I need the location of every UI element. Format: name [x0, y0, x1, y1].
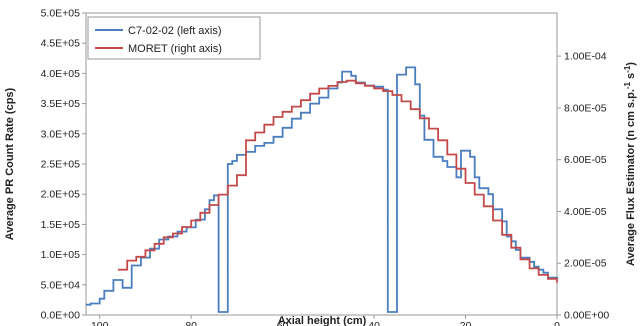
- x-tick-label: 60: [277, 320, 289, 326]
- x-axis-ticks: 100 80 60 40 20 0: [91, 315, 560, 326]
- left-tick-label: 5.0E+04: [41, 279, 81, 291]
- right-axis-title-main: Average Flux Estimator (n cm s.p.: [625, 89, 637, 266]
- right-axis-title-s: s: [625, 73, 637, 82]
- legend-label-c7: C7-02-02 (left axis): [128, 25, 222, 37]
- x-tick-label: 40: [368, 320, 380, 326]
- x-tick-label: 20: [460, 320, 472, 326]
- right-axis-title-close: ): [625, 62, 637, 66]
- right-axis-title-exp1: -1: [623, 81, 632, 89]
- left-tick-label: 2.0E+05: [41, 189, 81, 201]
- series-line-moret: [118, 79, 558, 283]
- left-tick-label: 3.5E+05: [41, 98, 81, 110]
- right-tick-label: 1.00E-04: [564, 51, 607, 63]
- x-tick-label: 0: [554, 320, 560, 326]
- left-tick-label: 1.5E+05: [41, 219, 81, 231]
- right-axis-title-exp2: -1: [623, 65, 632, 73]
- left-tick-label: 0.0E+00: [41, 310, 81, 322]
- legend: C7-02-02 (left axis) MORET (right axis): [87, 16, 261, 60]
- legend-label-moret: MORET (right axis): [128, 43, 222, 55]
- right-tick-label: 4.00E-05: [564, 206, 607, 218]
- left-tick-label: 3.0E+05: [41, 128, 81, 140]
- right-tick-label: 6.00E-05: [564, 154, 607, 166]
- left-tick-label: 5.0E+05: [41, 8, 81, 20]
- x-tick-label: 80: [185, 320, 197, 326]
- x-tick-label: 100: [91, 320, 109, 326]
- left-tick-label: 2.5E+05: [41, 159, 81, 171]
- left-axis-title: Average PR Count Rate (cps): [4, 87, 16, 240]
- right-axis-title: Average Flux Estimator (n cm s.p.-1 s-1): [623, 62, 637, 266]
- series-layer: [86, 66, 558, 313]
- x-axis-title: Axial height (cm): [278, 315, 367, 326]
- left-tick-label: 1.0E+05: [41, 249, 81, 261]
- legend-box: [87, 16, 261, 60]
- right-tick-label: 8.00E-05: [564, 102, 607, 114]
- left-axis-ticks: 0.0E+00 5.0E+04 1.0E+05 1.5E+05 2.0E+05 2.5E+…: [41, 8, 86, 322]
- left-tick-label: 4.0E+05: [41, 68, 81, 80]
- right-tick-label: 0.00E+00: [564, 310, 609, 322]
- right-axis-ticks: 0.00E+00 2.00E-05 4.00E-05 6.00E-05 8.00E-05…: [557, 51, 609, 322]
- right-tick-label: 2.00E-05: [564, 258, 607, 270]
- left-tick-label: 4.5E+05: [41, 38, 81, 50]
